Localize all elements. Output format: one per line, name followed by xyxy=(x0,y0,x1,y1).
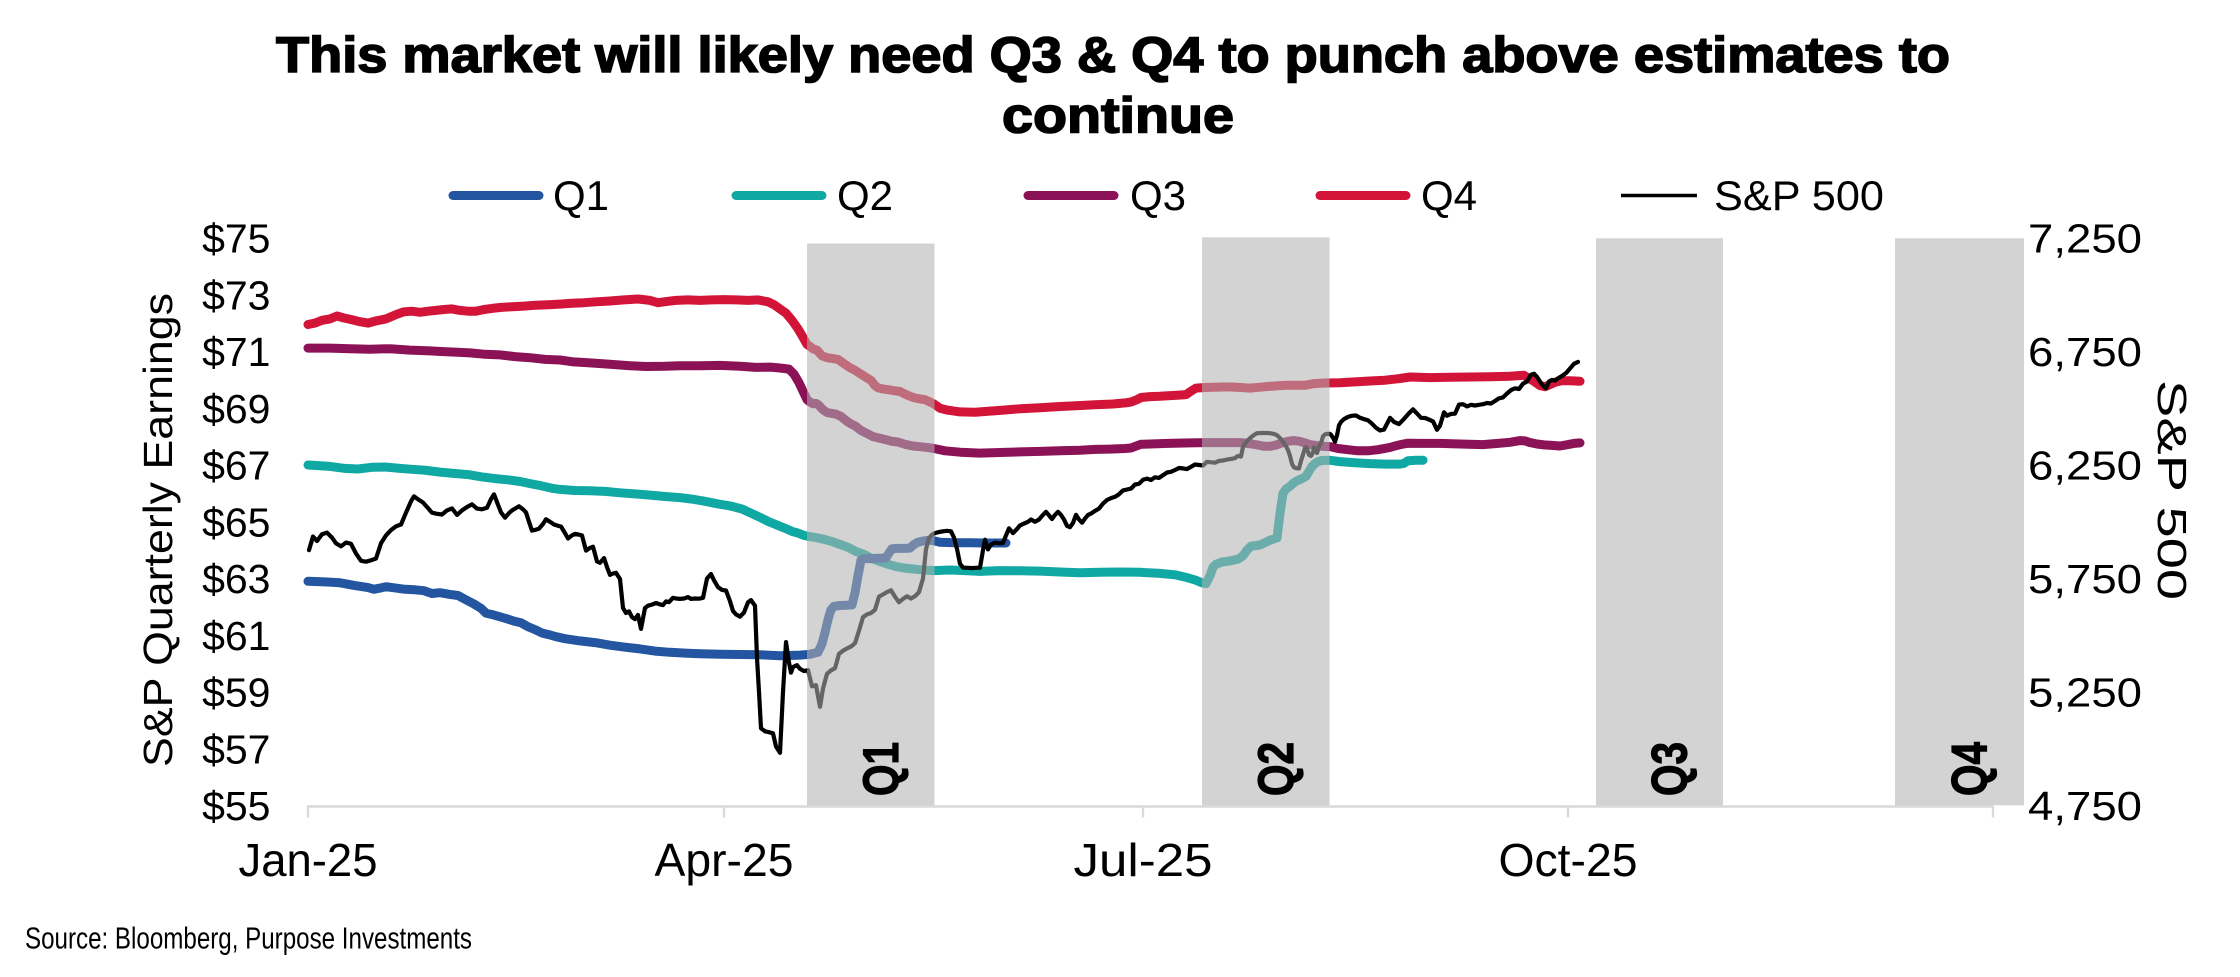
svg-text:$71: $71 xyxy=(202,329,270,375)
svg-text:Oct-25: Oct-25 xyxy=(1499,834,1638,886)
svg-text:Apr-25: Apr-25 xyxy=(655,834,794,886)
svg-text:$57: $57 xyxy=(202,726,270,772)
svg-text:$69: $69 xyxy=(202,386,270,432)
svg-text:$65: $65 xyxy=(202,499,270,545)
svg-text:6,750: 6,750 xyxy=(2028,329,2142,375)
svg-text:Q2: Q2 xyxy=(1248,742,1304,796)
svg-text:Jul-25: Jul-25 xyxy=(1074,834,1213,886)
svg-text:$55: $55 xyxy=(202,783,270,829)
svg-text:Source: Bloomberg, Purpose Inv: Source: Bloomberg, Purpose Investments xyxy=(25,921,472,956)
svg-text:Q4: Q4 xyxy=(1421,172,1477,219)
svg-text:$67: $67 xyxy=(202,443,270,489)
svg-text:Jan-25: Jan-25 xyxy=(239,834,378,886)
svg-text:Q3: Q3 xyxy=(1130,172,1186,219)
svg-text:Q1: Q1 xyxy=(853,742,909,796)
svg-text:Q3: Q3 xyxy=(1642,742,1698,796)
svg-text:Q4: Q4 xyxy=(1942,742,1998,796)
svg-text:S&P Quarterly Earnings: S&P Quarterly Earnings xyxy=(135,293,181,767)
svg-text:$61: $61 xyxy=(202,613,270,659)
svg-text:7,250: 7,250 xyxy=(2028,216,2142,262)
svg-text:Q1: Q1 xyxy=(553,172,609,219)
svg-text:4,750: 4,750 xyxy=(2028,783,2142,829)
svg-text:S&P 500: S&P 500 xyxy=(1714,172,1884,219)
svg-text:S&P 500: S&P 500 xyxy=(2149,380,2195,600)
svg-text:$75: $75 xyxy=(202,216,270,262)
svg-text:This market will likely need Q: This market will likely need Q3 & Q4 to … xyxy=(276,27,1950,83)
svg-text:6,250: 6,250 xyxy=(2028,443,2142,489)
svg-text:5,750: 5,750 xyxy=(2028,556,2142,602)
svg-text:$63: $63 xyxy=(202,556,270,602)
svg-text:continue: continue xyxy=(1002,88,1234,144)
svg-text:5,250: 5,250 xyxy=(2028,670,2142,716)
svg-text:$59: $59 xyxy=(202,670,270,716)
svg-text:$73: $73 xyxy=(202,272,270,318)
svg-text:Q2: Q2 xyxy=(837,172,893,219)
